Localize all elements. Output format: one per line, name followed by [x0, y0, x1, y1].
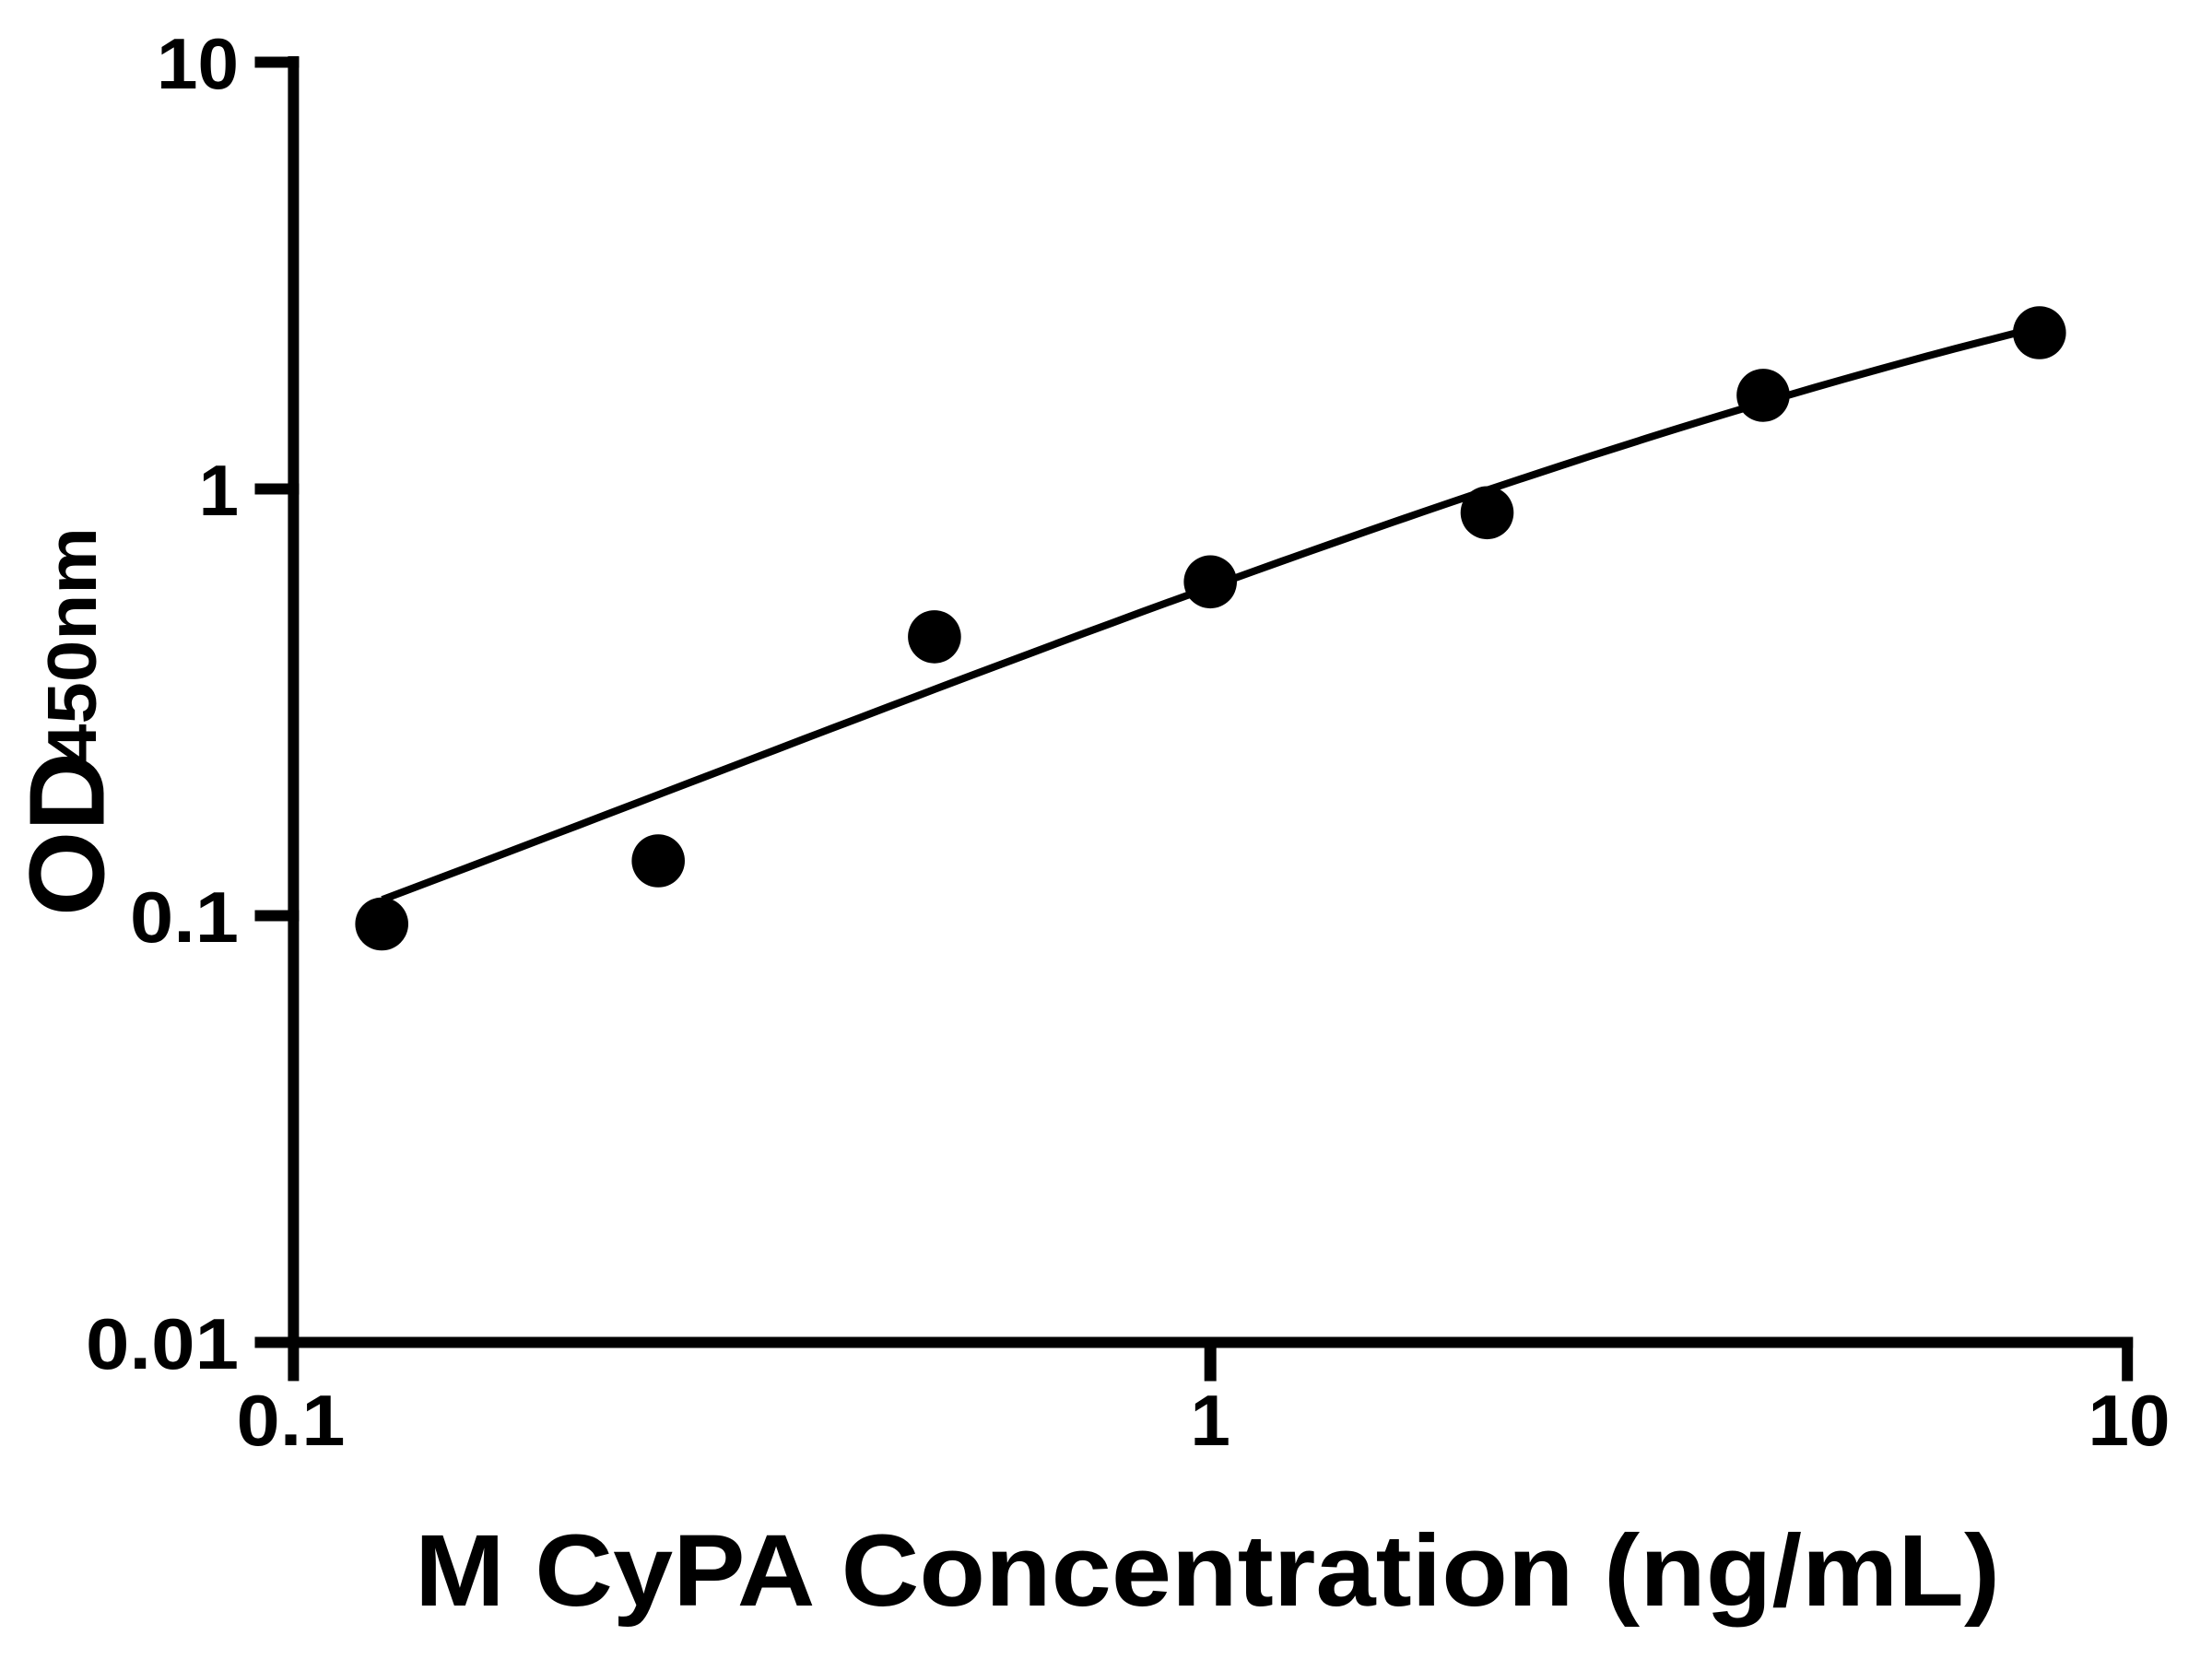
svg-text:M CyPA Concentration (ng/mL): M CyPA Concentration (ng/mL) [415, 1514, 2000, 1628]
svg-text:0.1: 0.1 [237, 1380, 346, 1461]
svg-text:1: 1 [199, 450, 239, 531]
svg-text:450nm: 450nm [33, 527, 111, 766]
svg-text:0.1: 0.1 [130, 877, 239, 958]
svg-text:0.01: 0.01 [86, 1303, 239, 1384]
svg-text:10: 10 [157, 23, 239, 104]
svg-text:OD: OD [7, 752, 127, 916]
svg-text:10: 10 [2088, 1380, 2171, 1461]
svg-text:1: 1 [1191, 1380, 1230, 1461]
